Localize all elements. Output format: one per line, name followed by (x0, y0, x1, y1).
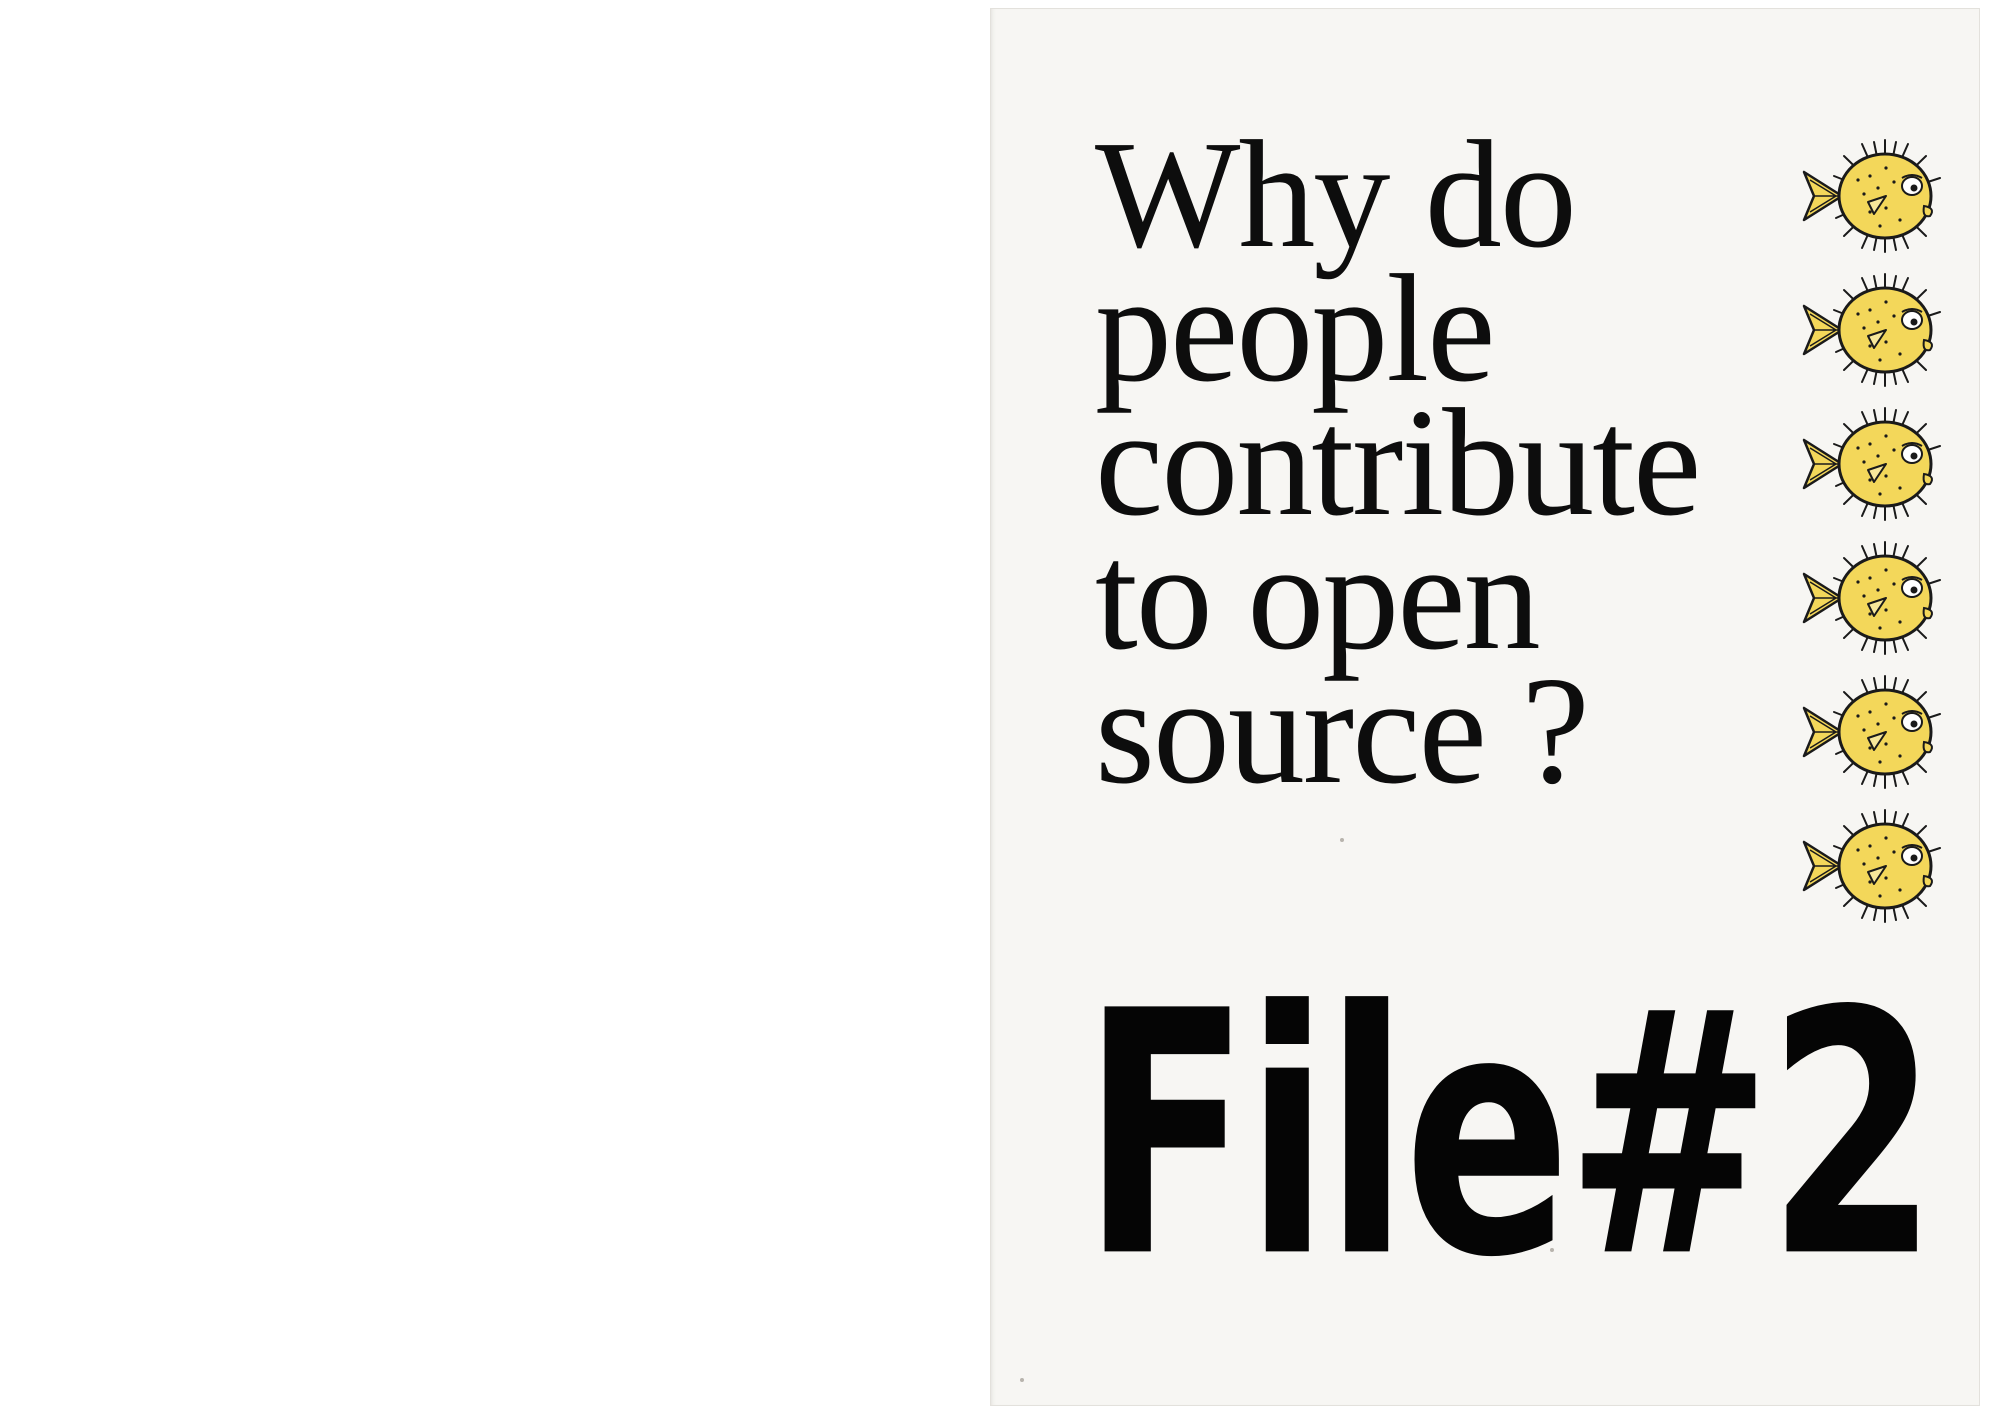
pufferfish-icon (1802, 138, 1942, 254)
blank-left-page (0, 0, 990, 1416)
title-line-5: source ? (1095, 646, 1590, 816)
pufferfish-icon (1802, 406, 1942, 522)
paper-speck (1550, 1248, 1554, 1252)
title-line-2: people (1095, 244, 1496, 414)
pufferfish-icon (1802, 272, 1942, 388)
pufferfish-icon (1802, 808, 1942, 924)
title-line-4: to open (1095, 512, 1541, 682)
pufferfish-icon (1802, 540, 1942, 656)
paper-speck (1340, 838, 1344, 842)
title-line-1: Why do (1095, 110, 1577, 280)
pufferfish-column (1790, 136, 1950, 936)
paper-speck (1020, 1378, 1024, 1382)
pufferfish-icon (1802, 674, 1942, 790)
cover-title: Why do people contribute to open source … (1095, 110, 1701, 816)
title-line-3: contribute (1095, 378, 1701, 548)
issue-label: File#2 (1082, 940, 1938, 1331)
zine-cover: Why do people contribute to open source … (990, 8, 1980, 1406)
